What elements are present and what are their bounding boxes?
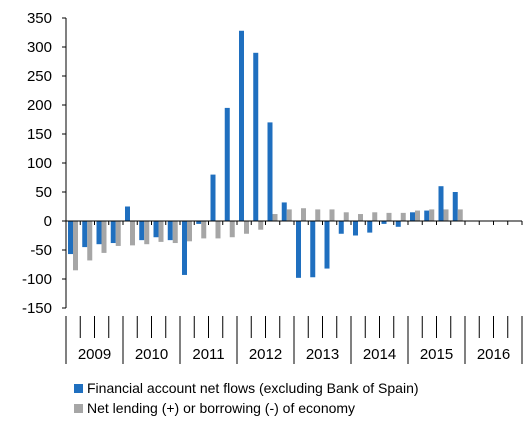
- year-label: 2016: [477, 346, 510, 363]
- bar-net-lending: [115, 221, 121, 246]
- legend-item-net-lending: Net lending (+) or borrowing (-) of econ…: [74, 398, 419, 418]
- bar-net-lending: [215, 221, 221, 239]
- bar-net-lending: [272, 214, 278, 221]
- bar-financial-account: [139, 221, 145, 241]
- year-label: 2012: [249, 346, 282, 363]
- year-label: 2009: [78, 346, 111, 363]
- bar-net-lending: [130, 221, 135, 246]
- bar-financial-account: [82, 221, 88, 248]
- bar-financial-account: [224, 107, 230, 221]
- bar-financial-account: [310, 221, 316, 278]
- legend: Financial account net flows (excluding B…: [74, 378, 419, 418]
- bar-financial-account: [324, 221, 330, 269]
- legend-swatch-net-lending: [74, 403, 83, 413]
- bar-net-lending: [244, 221, 249, 234]
- bar-financial-account: [395, 221, 401, 227]
- bar-financial-account: [424, 210, 430, 221]
- bar-net-lending: [343, 212, 349, 221]
- bar-net-lending: [415, 210, 420, 221]
- bar-financial-account: [210, 174, 216, 221]
- y-tick-label: 300: [27, 39, 52, 56]
- bar-net-lending: [87, 221, 93, 261]
- bar-financial-account: [196, 221, 202, 224]
- x-axis: 2009 2010 2011 2012 2013 2014 2015 2016: [65, 220, 523, 364]
- bar-financial-account: [96, 221, 102, 245]
- legend-item-financial-account: Financial account net flows (excluding B…: [74, 378, 419, 398]
- bar-financial-account: [68, 221, 73, 255]
- bar-net-lending: [172, 221, 178, 244]
- bar-net-lending: [443, 209, 449, 221]
- y-axis: 350 300 250 200 150 100 50 0 -50 -100 -150: [22, 10, 67, 317]
- y-tick-label: 50: [35, 184, 52, 201]
- bar-financial-account: [438, 186, 444, 221]
- y-tick-label: 200: [27, 97, 52, 114]
- bar-financial-account: [267, 122, 273, 221]
- year-label: 2011: [192, 346, 224, 363]
- legend-swatch-financial-account: [74, 383, 83, 393]
- bar-financial-account: [296, 221, 301, 278]
- bar-financial-account: [167, 221, 173, 241]
- bar-financial-account: [153, 221, 159, 238]
- bar-financial-account: [367, 221, 373, 233]
- bar-financial-account: [239, 30, 244, 222]
- bar-net-lending: [386, 212, 392, 221]
- bar-net-lending: [258, 221, 264, 230]
- bar-net-lending: [457, 209, 463, 221]
- year-label: 2014: [363, 346, 396, 363]
- bar-financial-account: [110, 221, 116, 244]
- y-tick-label: 150: [27, 126, 52, 143]
- bar-financial-account: [338, 221, 344, 234]
- bar-net-lending: [301, 208, 306, 221]
- bar-financial-account: [452, 192, 458, 221]
- bar-net-lending: [286, 209, 292, 221]
- bar-financial-account: [353, 221, 358, 236]
- bar-net-lending: [429, 209, 435, 221]
- bar-net-lending: [329, 209, 335, 221]
- bars: [68, 30, 463, 278]
- y-tick-label: -150: [22, 300, 52, 317]
- y-tick-label: -50: [30, 242, 52, 259]
- bar-net-lending: [315, 209, 321, 221]
- bar-financial-account: [281, 202, 287, 221]
- year-label: 2013: [306, 346, 339, 363]
- bar-net-lending: [144, 221, 150, 245]
- bar-net-lending: [187, 221, 192, 242]
- bar-net-lending: [101, 221, 107, 253]
- y-tick-label: -100: [22, 271, 52, 288]
- bar-net-lending: [73, 221, 78, 271]
- y-tick-label: 100: [27, 155, 52, 172]
- bar-net-lending: [372, 212, 378, 221]
- bar-net-lending: [229, 221, 235, 238]
- bar-financial-account: [410, 212, 415, 221]
- bar-financial-account: [182, 221, 187, 275]
- year-label: 2010: [135, 346, 168, 363]
- y-tick-label: 0: [44, 213, 52, 230]
- y-tick-label: 350: [27, 10, 52, 27]
- legend-label-net-lending: Net lending (+) or borrowing (-) of econ…: [87, 400, 356, 416]
- bar-financial-account: [125, 206, 130, 221]
- y-tick-label: 250: [27, 68, 52, 85]
- bar-net-lending: [201, 221, 207, 239]
- legend-label-financial-account: Financial account net flows (excluding B…: [87, 380, 419, 396]
- bar-net-lending: [400, 212, 406, 221]
- year-label: 2015: [420, 346, 453, 363]
- bar-financial-account: [381, 221, 387, 224]
- bar-net-lending: [158, 221, 164, 242]
- bar-net-lending: [358, 214, 363, 221]
- bar-financial-account: [253, 52, 259, 221]
